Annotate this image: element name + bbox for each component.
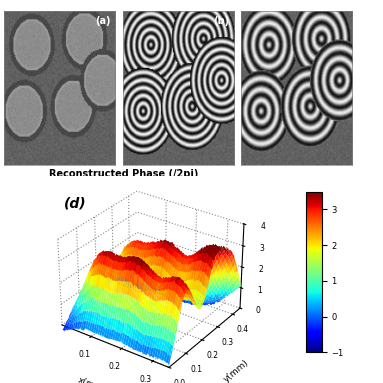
Text: Reconstructed Phase (/2pi): Reconstructed Phase (/2pi)	[49, 169, 199, 179]
Text: (b): (b)	[213, 16, 229, 26]
Y-axis label: y(mm): y(mm)	[222, 358, 250, 383]
X-axis label: x(mm): x(mm)	[77, 376, 108, 383]
Text: (d): (d)	[64, 196, 87, 211]
Text: (a): (a)	[95, 16, 110, 26]
